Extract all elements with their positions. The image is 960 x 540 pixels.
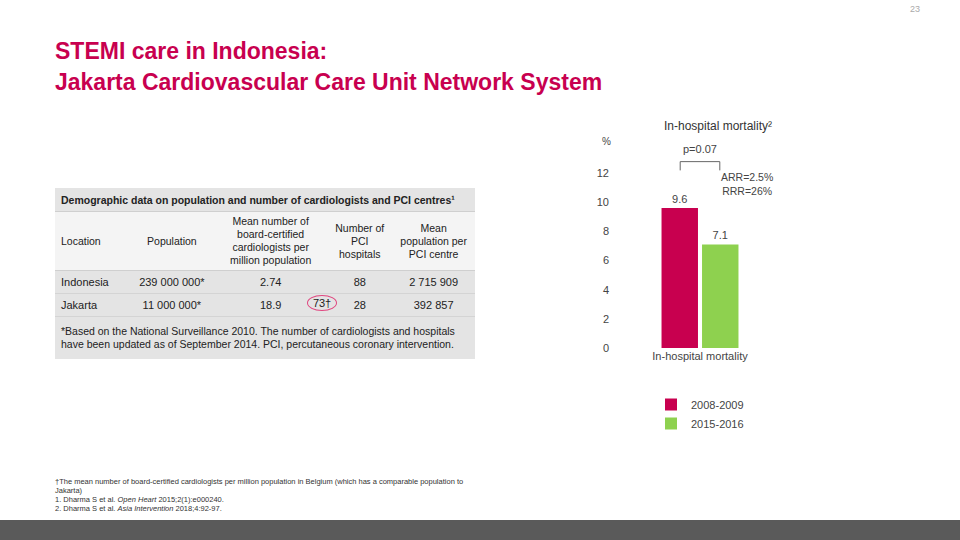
html-text:239 000 000*: 239 000 000* [139, 276, 205, 288]
html-text:28: 28 [353, 299, 366, 311]
svg-text:8: 8 [603, 225, 609, 237]
svg-text:ARR=2.5%RRR=26%: ARR=2.5%RRR=26% [721, 171, 773, 197]
html-text:73†: 73† [312, 297, 332, 309]
html-text:392 857: 392 857 [413, 299, 454, 311]
html-text:*Based on the National Surveil: *Based on the National Surveillance 2010… [61, 325, 455, 350]
svg-text:12: 12 [597, 167, 609, 179]
svg-text:2015-2016: 2015-2016 [691, 418, 744, 430]
html-text:Jakarta Cardiovascular Care Un: Jakarta Cardiovascular Care Unit Network… [55, 69, 603, 95]
html-text:†The mean number of board-cert: †The mean number of board-certified card… [55, 477, 464, 495]
svg-text:6: 6 [603, 254, 609, 266]
svg-text:2: 2 [603, 313, 609, 325]
html-text:Number of PCI hospitals: Number of PCI hospitals [335, 221, 385, 260]
html-text:2 715 909: 2 715 909 [409, 276, 459, 288]
html-text:23: 23 [910, 4, 920, 14]
html-text:Indonesia: Indonesia [61, 276, 109, 288]
html-text:Jakarta: Jakarta [61, 299, 98, 311]
svg-text:In-hospital mortality²: In-hospital mortality² [664, 119, 772, 133]
html-text:2.74: 2.74 [260, 276, 282, 288]
svg-text:%: % [602, 136, 611, 147]
html-text:Location: Location [61, 234, 101, 247]
svg-text:10: 10 [597, 196, 609, 208]
svg-text:4: 4 [603, 284, 609, 296]
html-text:11 000 000*: 11 000 000* [142, 299, 202, 311]
svg-text:In-hospital mortality: In-hospital mortality [652, 350, 748, 362]
html-text:Mean number of board-certified: Mean number of board-certified cardiolog… [230, 215, 312, 266]
svg-text:p=0.07: p=0.07 [683, 143, 717, 155]
html-text:Population: Population [147, 234, 197, 247]
svg-text:2008-2009: 2008-2009 [691, 399, 744, 411]
svg-text:0: 0 [603, 342, 609, 354]
html-text:Demographic data on population: Demographic data on population and numbe… [61, 194, 455, 206]
html-text:2. Dharma S et al. Asia Interv: 2. Dharma S et al. Asia Intervention 201… [55, 504, 222, 513]
html-text:1. Dharma S et al. Open Heart: 1. Dharma S et al. Open Heart 2015;2(1):… [55, 495, 224, 504]
html-text:STEMI care in Indonesia:: STEMI care in Indonesia: [55, 38, 328, 64]
html-text:88: 88 [353, 276, 366, 288]
svg-text:7.1: 7.1 [713, 229, 728, 241]
svg-text:9.6: 9.6 [672, 193, 687, 205]
html-text:Mean population per PCI centre: Mean population per PCI centre [400, 221, 467, 260]
html-text:18.9: 18.9 [260, 299, 282, 311]
